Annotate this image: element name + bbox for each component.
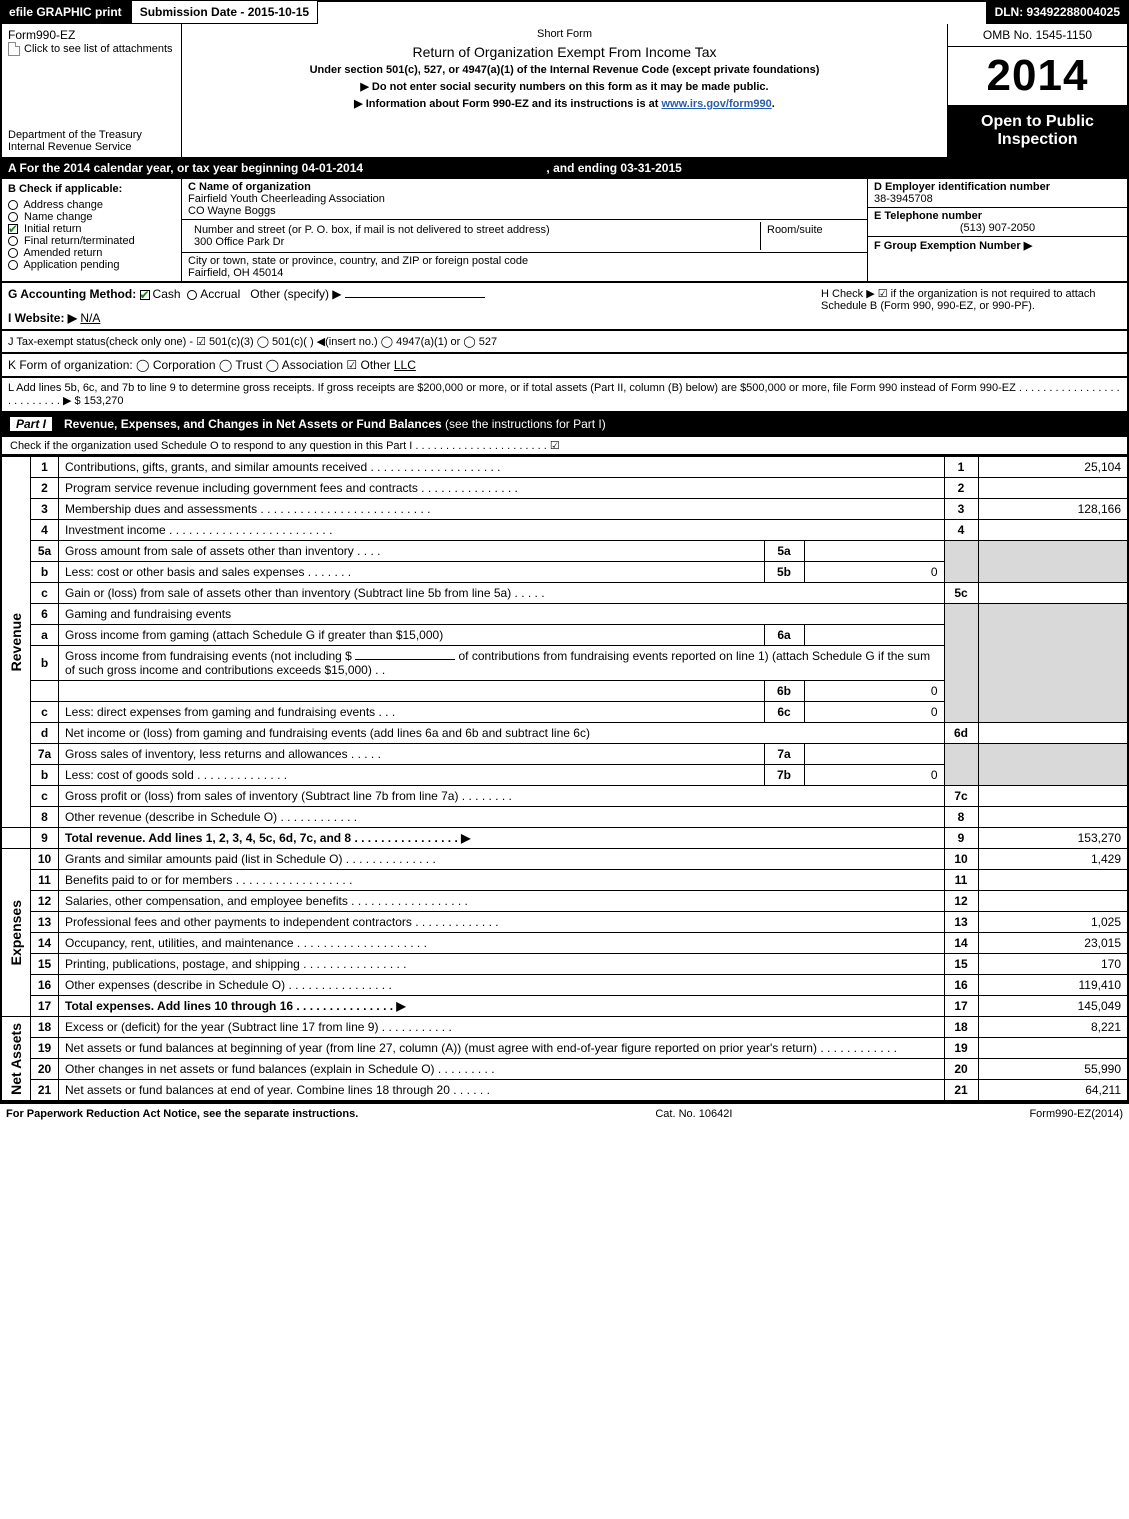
f-label: F Group Exemption Number ▶ — [874, 240, 1032, 252]
l-line: L Add lines 5b, 6c, and 7b to line 9 to … — [0, 378, 1129, 413]
netassets-section-label: Net Assets — [8, 1023, 24, 1095]
part-1-label: Part I — [10, 417, 52, 431]
top-bar: efile GRAPHIC print Submission Date - 20… — [0, 0, 1129, 24]
org-co: CO Wayne Boggs — [188, 205, 861, 217]
checkbox-label: Final return/terminated — [21, 235, 135, 247]
room-suite-label: Room/suite — [761, 222, 861, 250]
checkbox-icon — [8, 248, 18, 258]
checkbox-label: Name change — [21, 211, 93, 223]
open-to-public: Open to PublicInspection — [948, 105, 1127, 157]
attachments-label: Click to see list of attachments — [24, 43, 173, 55]
dept-label: Department of the Treasury — [8, 129, 175, 141]
e-label: E Telephone number — [874, 210, 982, 222]
attachments-link[interactable]: Click to see list of attachments — [8, 42, 175, 56]
i-line: I Website: ▶ N/A — [8, 311, 791, 325]
form-subtitle-1: Under section 501(c), 527, or 4947(a)(1)… — [192, 64, 937, 76]
omb-number: OMB No. 1545-1150 — [948, 24, 1127, 47]
footer-mid: Cat. No. 10642I — [655, 1108, 732, 1120]
checkbox-icon — [8, 224, 18, 234]
expenses-section-label: Expenses — [8, 900, 24, 965]
checkbox-icon — [8, 236, 18, 246]
b-label: B Check if applicable: — [8, 183, 175, 195]
financial-table: Revenue 1Contributions, gifts, grants, a… — [0, 456, 1129, 1102]
row-a: A For the 2014 calendar year, or tax yea… — [0, 159, 1129, 179]
checkbox-label: Amended return — [21, 247, 102, 259]
city-label: City or town, state or province, country… — [188, 255, 861, 267]
footer-left: For Paperwork Reduction Act Notice, see … — [6, 1108, 358, 1120]
h-line: H Check ▶ ☑ if the organization is not r… — [821, 287, 1121, 325]
checkbox-application-pending[interactable]: Application pending — [8, 259, 175, 271]
checkbox-name-change[interactable]: Name change — [8, 211, 175, 223]
checkbox-label: Initial return — [21, 223, 82, 235]
efile-print-button[interactable]: efile GRAPHIC print — [0, 0, 131, 24]
short-form-label: Short Form — [192, 28, 937, 40]
form-title: Return of Organization Exempt From Incom… — [192, 44, 937, 60]
page-footer: For Paperwork Reduction Act Notice, see … — [0, 1102, 1129, 1124]
j-line: J Tax-exempt status(check only one) - ☑ … — [0, 331, 1129, 354]
form-header: Form990-EZ Click to see list of attachme… — [0, 24, 1129, 159]
page-icon — [8, 42, 20, 56]
ein: 38-3945708 — [874, 193, 1121, 205]
form-subtitle-2: ▶ Do not enter social security numbers o… — [192, 80, 937, 93]
org-address: 300 Office Park Dr — [194, 236, 754, 248]
checkbox-address-change[interactable]: Address change — [8, 199, 175, 211]
c-label: C Name of organization — [188, 181, 861, 193]
submission-date: Submission Date - 2015-10-15 — [131, 0, 318, 24]
checkbox-final-return-terminated[interactable]: Final return/terminated — [8, 235, 175, 247]
revenue-section-label: Revenue — [8, 613, 24, 671]
cash-checkbox[interactable] — [140, 290, 150, 300]
part-1-header: Part I Revenue, Expenses, and Changes in… — [0, 413, 1129, 437]
checkbox-icon — [8, 212, 18, 222]
irs-label: Internal Revenue Service — [8, 141, 175, 153]
addr-label: Number and street (or P. O. box, if mail… — [194, 224, 754, 236]
irs-link[interactable]: www.irs.gov/form990 — [662, 98, 772, 110]
checkbox-icon — [8, 260, 18, 270]
g-line: G Accounting Method: Cash Accrual Other … — [8, 287, 791, 301]
phone: (513) 907-2050 — [874, 222, 1121, 234]
d-label: D Employer identification number — [874, 181, 1050, 193]
part-1-sub: Check if the organization used Schedule … — [0, 437, 1129, 456]
checkbox-amended-return[interactable]: Amended return — [8, 247, 175, 259]
org-name: Fairfield Youth Cheerleading Association — [188, 193, 861, 205]
footer-right: Form990-EZ(2014) — [1029, 1108, 1123, 1120]
form-number: Form990-EZ — [8, 28, 175, 42]
form-subtitle-3: ▶ Information about Form 990-EZ and its … — [192, 97, 937, 110]
k-line: K Form of organization: ◯ Corporation ◯ … — [0, 354, 1129, 378]
tax-year: 2014 — [948, 47, 1127, 105]
checkbox-initial-return[interactable]: Initial return — [8, 223, 175, 235]
dln: DLN: 93492288004025 — [986, 0, 1129, 24]
checkbox-label: Application pending — [21, 259, 119, 271]
checkbox-label: Address change — [21, 199, 103, 211]
block-b-through-f: B Check if applicable: Address change Na… — [0, 179, 1129, 283]
org-city: Fairfield, OH 45014 — [188, 267, 861, 279]
checkbox-icon — [8, 200, 18, 210]
accrual-radio[interactable] — [187, 290, 197, 300]
